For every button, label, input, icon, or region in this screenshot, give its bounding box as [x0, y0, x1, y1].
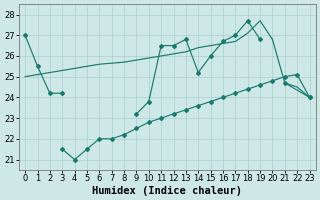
- X-axis label: Humidex (Indice chaleur): Humidex (Indice chaleur): [92, 186, 242, 196]
